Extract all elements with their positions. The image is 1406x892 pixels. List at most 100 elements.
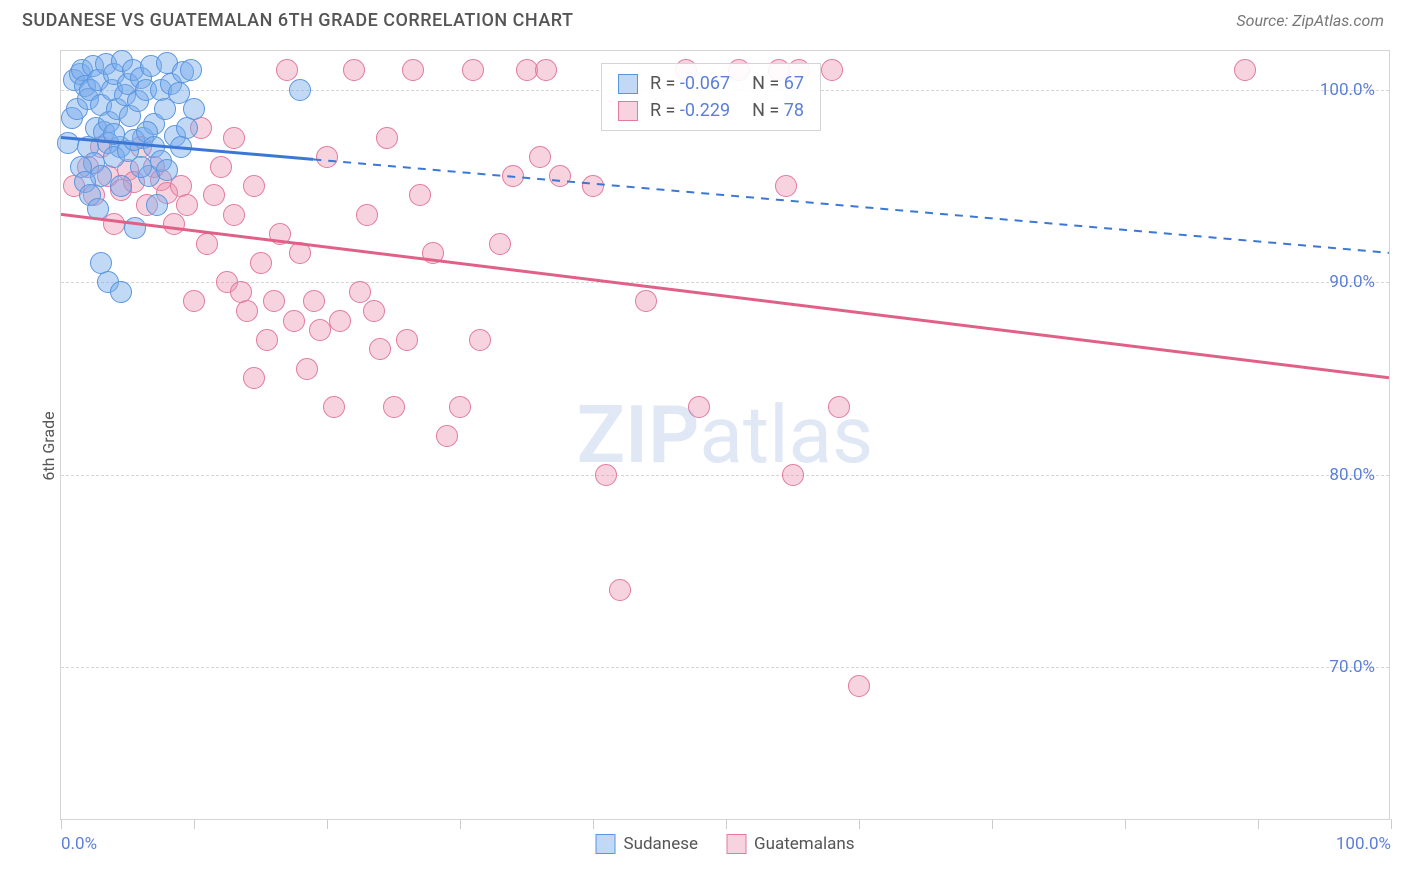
data-point-guatemalans <box>436 425 458 447</box>
x-tick <box>460 819 461 829</box>
data-point-sudanese <box>156 159 178 181</box>
data-point-guatemalans <box>396 329 418 351</box>
grid-line <box>61 282 1389 283</box>
data-point-guatemalans <box>349 281 371 303</box>
data-point-guatemalans <box>1234 59 1256 81</box>
legend-item-guatemalans: Guatemalans <box>726 834 854 854</box>
data-point-sudanese <box>170 136 192 158</box>
data-point-guatemalans <box>343 59 365 81</box>
data-point-guatemalans <box>356 204 378 226</box>
data-point-guatemalans <box>303 290 325 312</box>
x-tick <box>1391 819 1392 829</box>
legend-swatch-guatemalans <box>726 834 746 854</box>
data-point-guatemalans <box>183 290 205 312</box>
data-point-guatemalans <box>309 319 331 341</box>
data-point-guatemalans <box>329 310 351 332</box>
chart-plot-area: 70.0%80.0%90.0%100.0%0.0%100.0% ZIPatlas… <box>60 50 1390 820</box>
x-tick <box>593 819 594 829</box>
x-tick <box>1258 819 1259 829</box>
data-point-guatemalans <box>269 223 291 245</box>
data-point-guatemalans <box>196 233 218 255</box>
data-point-guatemalans <box>283 310 305 332</box>
stats-r-label: R = -0.229 <box>650 100 730 121</box>
x-tick <box>859 819 860 829</box>
data-point-guatemalans <box>549 165 571 187</box>
x-tick <box>194 819 195 829</box>
source-label: Source: ZipAtlas.com <box>1236 11 1384 30</box>
y-tick-label: 70.0% <box>1329 657 1375 677</box>
data-point-guatemalans <box>462 59 484 81</box>
data-point-guatemalans <box>210 156 232 178</box>
data-point-guatemalans <box>529 146 551 168</box>
data-point-sudanese <box>57 132 79 154</box>
data-point-guatemalans <box>223 127 245 149</box>
data-point-guatemalans <box>369 338 391 360</box>
data-point-sudanese <box>110 281 132 303</box>
data-point-guatemalans <box>635 290 657 312</box>
data-point-guatemalans <box>516 59 538 81</box>
data-point-guatemalans <box>502 165 524 187</box>
chart-title: SUDANESE VS GUATEMALAN 6TH GRADE CORRELA… <box>22 10 573 31</box>
data-point-sudanese <box>146 194 168 216</box>
data-point-sudanese <box>124 217 146 239</box>
stats-n-label: N = 67 <box>752 73 804 94</box>
grid-line <box>61 667 1389 668</box>
data-point-guatemalans <box>163 213 185 235</box>
data-point-guatemalans <box>775 175 797 197</box>
x-tick <box>726 819 727 829</box>
grid-line <box>61 475 1389 476</box>
data-point-guatemalans <box>469 329 491 351</box>
stats-swatch-sudanese <box>618 74 638 94</box>
data-point-guatemalans <box>821 59 843 81</box>
data-point-sudanese <box>90 252 112 274</box>
legend-label-guatemalans: Guatemalans <box>754 834 854 854</box>
data-point-guatemalans <box>582 175 604 197</box>
data-point-guatemalans <box>203 184 225 206</box>
x-tick <box>992 819 993 829</box>
data-point-sudanese <box>103 123 125 145</box>
data-point-guatemalans <box>316 146 338 168</box>
stats-swatch-guatemalans <box>618 101 638 121</box>
x-tick-label: 100.0% <box>1336 834 1391 854</box>
data-point-sudanese <box>289 79 311 101</box>
data-point-guatemalans <box>103 213 125 235</box>
x-tick-label: 0.0% <box>61 834 97 854</box>
scatter-plot: 70.0%80.0%90.0%100.0%0.0%100.0% <box>61 51 1389 819</box>
x-tick <box>1125 819 1126 829</box>
x-tick <box>327 819 328 829</box>
data-point-sudanese <box>183 98 205 120</box>
data-point-guatemalans <box>828 396 850 418</box>
bottom-legend: Sudanese Guatemalans <box>596 834 855 854</box>
data-point-guatemalans <box>176 194 198 216</box>
stats-row-guatemalans: R = -0.229N = 78 <box>618 97 804 124</box>
data-point-guatemalans <box>609 579 631 601</box>
data-point-guatemalans <box>422 242 444 264</box>
data-point-guatemalans <box>782 464 804 486</box>
legend-label-sudanese: Sudanese <box>624 834 699 854</box>
data-point-sudanese <box>87 198 109 220</box>
data-point-guatemalans <box>409 184 431 206</box>
data-point-guatemalans <box>363 300 385 322</box>
data-point-guatemalans <box>449 396 471 418</box>
data-point-guatemalans <box>402 59 424 81</box>
legend-item-sudanese: Sudanese <box>596 834 699 854</box>
data-point-guatemalans <box>263 290 285 312</box>
data-point-guatemalans <box>276 59 298 81</box>
data-point-guatemalans <box>535 59 557 81</box>
data-point-guatemalans <box>256 329 278 351</box>
data-point-guatemalans <box>296 358 318 380</box>
stats-row-sudanese: R = -0.067 N = 67 <box>618 70 804 97</box>
data-point-guatemalans <box>243 367 265 389</box>
stats-r-label: R = -0.067 <box>650 73 730 94</box>
data-point-guatemalans <box>223 204 245 226</box>
data-point-guatemalans <box>688 396 710 418</box>
y-axis-label: 6th Grade <box>39 411 58 480</box>
stats-legend-box: R = -0.067 N = 67 R = -0.229N = 78 <box>601 63 821 131</box>
data-point-guatemalans <box>595 464 617 486</box>
y-tick-label: 80.0% <box>1329 465 1375 485</box>
data-point-guatemalans <box>383 396 405 418</box>
data-point-guatemalans <box>243 175 265 197</box>
data-point-sudanese <box>130 156 152 178</box>
legend-swatch-sudanese <box>596 834 616 854</box>
data-point-guatemalans <box>289 242 311 264</box>
